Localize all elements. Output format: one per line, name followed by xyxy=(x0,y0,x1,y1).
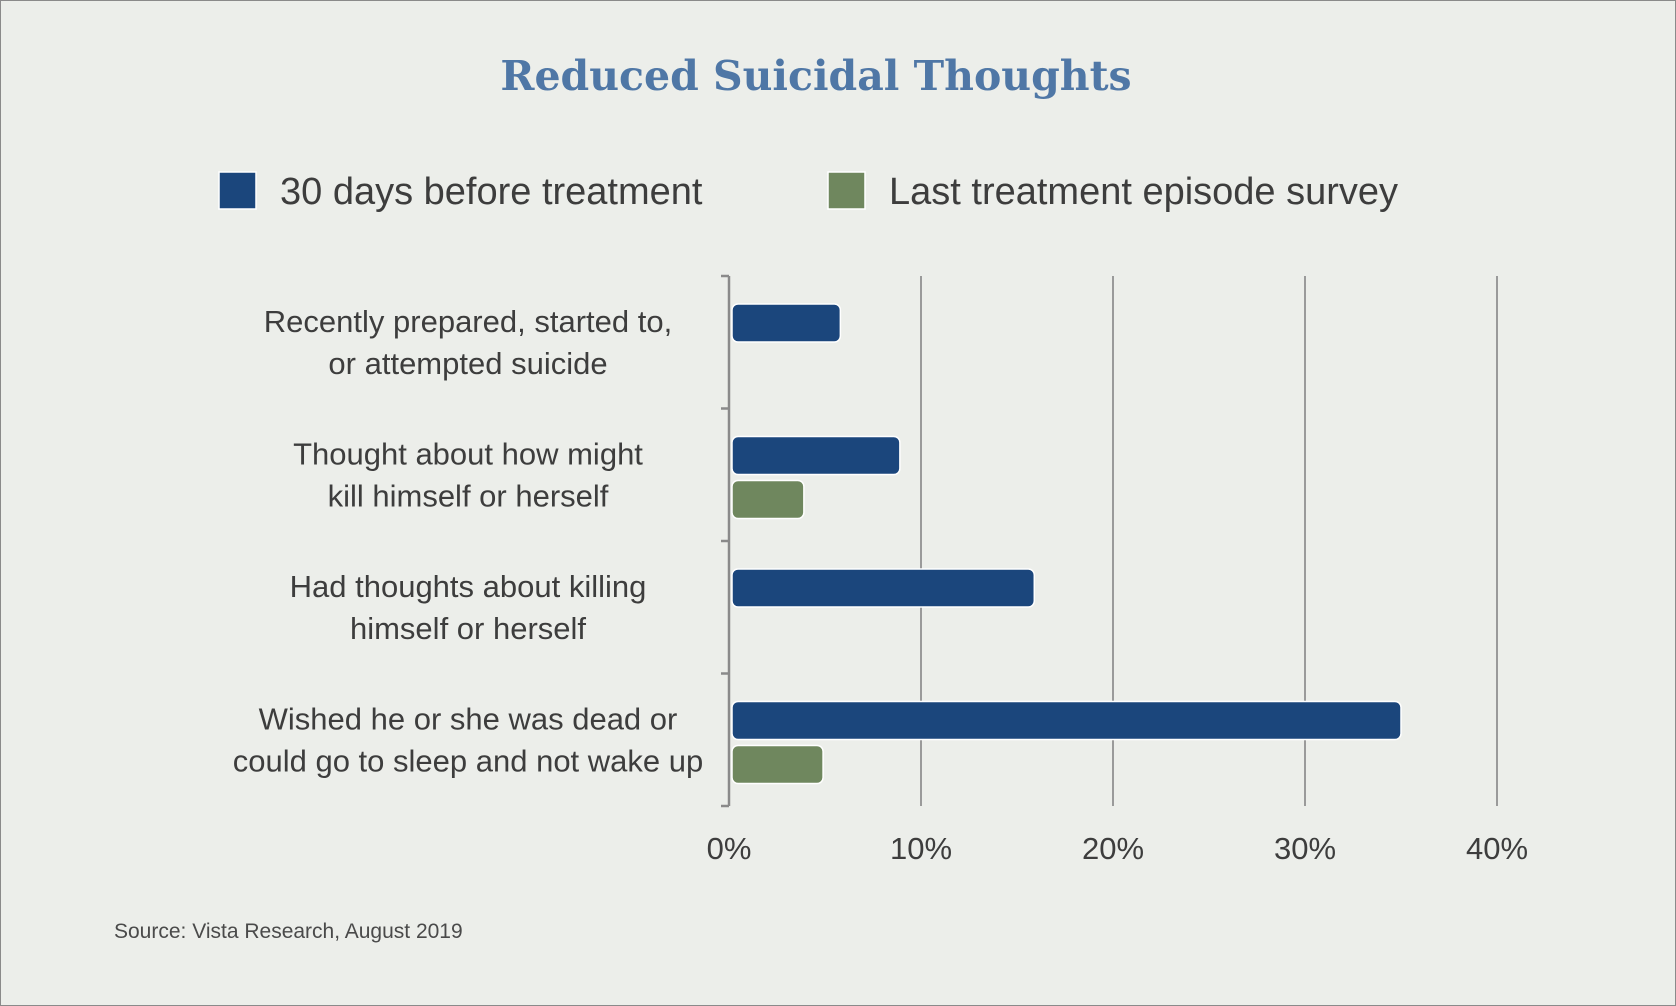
legend-label-series-2: Last treatment episode survey xyxy=(889,171,1398,213)
bar-series-1 xyxy=(731,700,1402,741)
category-label: or attempted suicide xyxy=(328,346,607,381)
bar-series-2 xyxy=(731,479,805,520)
category-label: Wished he or she was dead or xyxy=(259,702,678,737)
category-label: Had thoughts about killing xyxy=(290,569,647,604)
bars xyxy=(731,303,1402,785)
legend-swatch-series-1 xyxy=(218,171,257,210)
legend: 30 days before treatment Last treatment … xyxy=(218,171,1398,213)
legend-label-series-1: 30 days before treatment xyxy=(280,171,703,213)
chart-title: Reduced Suicidal Thoughts xyxy=(500,52,1131,100)
legend-swatch-series-2 xyxy=(827,171,866,210)
category-label: Thought about how might xyxy=(293,437,643,472)
source-note: Source: Vista Research, August 2019 xyxy=(114,920,463,943)
category-label: could go to sleep and not wake up xyxy=(233,744,704,779)
bar-series-1 xyxy=(731,568,1036,608)
bar-series-2 xyxy=(731,744,824,785)
category-label: Recently prepared, started to, xyxy=(264,304,672,339)
category-labels: Recently prepared, started to, or attempt… xyxy=(233,304,704,779)
x-tick-label: 10% xyxy=(890,831,952,866)
x-tick-label: 0% xyxy=(707,831,752,866)
x-tick-label: 30% xyxy=(1274,831,1336,866)
x-axis-tick-labels: 0% 10% 20% 30% 40% xyxy=(707,831,1528,866)
bar-series-1 xyxy=(731,303,842,343)
x-tick-label: 20% xyxy=(1082,831,1144,866)
category-label: kill himself or herself xyxy=(328,479,609,514)
y-axis xyxy=(721,274,731,808)
category-label: himself or herself xyxy=(350,611,586,646)
bar-series-1 xyxy=(731,435,901,476)
x-tick-label: 40% xyxy=(1466,831,1528,866)
